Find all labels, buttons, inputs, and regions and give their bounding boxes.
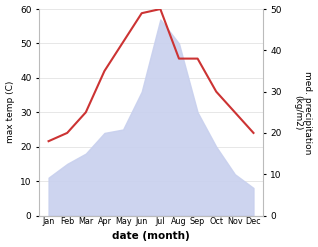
Y-axis label: max temp (C): max temp (C) [5, 81, 15, 144]
Y-axis label: med. precipitation
(kg/m2): med. precipitation (kg/m2) [293, 71, 313, 154]
X-axis label: date (month): date (month) [112, 231, 190, 242]
